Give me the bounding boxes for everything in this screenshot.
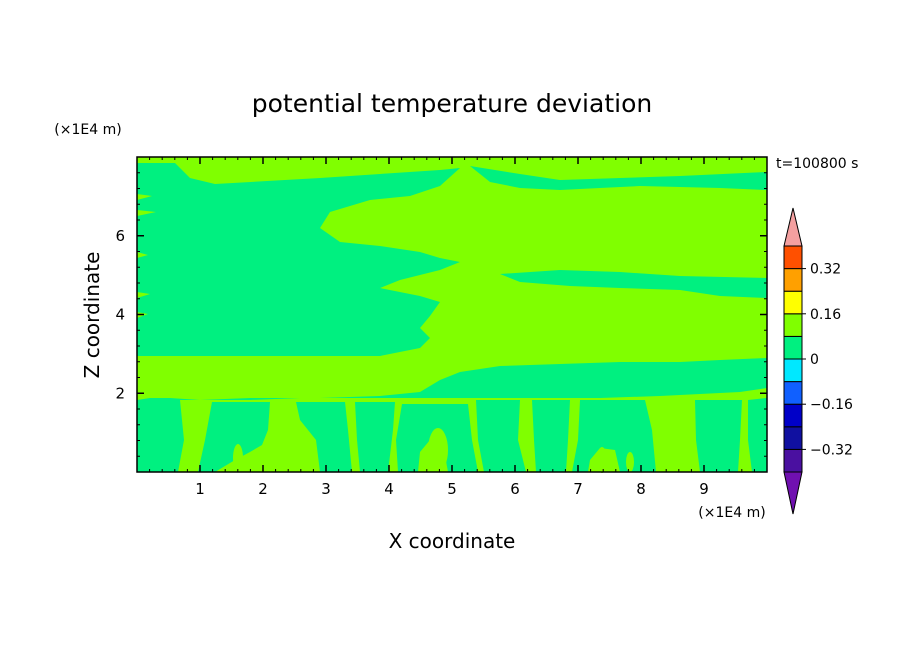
x-tick-label: 3 (321, 480, 331, 498)
colorbar-segment (783, 426, 803, 450)
right-mid-negative-field (500, 270, 767, 298)
upper-negative-field (137, 163, 460, 356)
colorbar-tick-label: −0.16 (810, 397, 853, 413)
colorbar-segment (783, 381, 803, 405)
x-axis-label: X coordinate (389, 529, 516, 553)
x-tick-label: 6 (510, 480, 520, 498)
y-tick-label: 4 (115, 306, 125, 324)
colorbar-over-triangle (783, 207, 803, 247)
x-axis-ticks: 1 2 3 4 5 6 7 8 9 (136, 157, 768, 498)
chart-title: potential temperature deviation (252, 89, 652, 118)
x-tick-label: 9 (699, 480, 709, 498)
y-axis-ticks: 2 4 6 (115, 156, 767, 473)
colorbar-segment (783, 448, 803, 473)
x-tick-label: 4 (384, 480, 394, 498)
y-unit-label: (×1E4 m) (54, 122, 121, 138)
x-tick-label: 8 (636, 480, 646, 498)
colorbar-segment (783, 335, 803, 360)
time-label: t=100800 s (776, 156, 858, 172)
colorbar: −0.32 −0.16 0 0.16 0.32 (783, 207, 853, 515)
x-tick-label: 7 (573, 480, 583, 498)
x-tick-label: 5 (447, 480, 457, 498)
colorbar-segment (783, 403, 803, 428)
low-band-negative-field (137, 358, 767, 400)
colorbar-under-triangle (783, 471, 803, 515)
plot-area (136, 156, 768, 473)
bottom-negative-columns (137, 398, 767, 472)
y-axis-label: Z coordinate (80, 252, 104, 379)
colorbar-segment (783, 290, 803, 315)
colorbar-segment (783, 268, 803, 292)
positive-islands (233, 428, 680, 473)
x-unit-label: (×1E4 m) (698, 505, 765, 521)
colorbar-tick-label: 0 (810, 352, 819, 368)
x-tick-label: 2 (258, 480, 268, 498)
colorbar-segment (783, 245, 803, 270)
colorbar-tick-label: 0.16 (810, 307, 841, 323)
x-tick-label: 1 (195, 480, 205, 498)
y-tick-label: 6 (115, 227, 125, 245)
colorbar-tick-label: −0.32 (810, 442, 853, 458)
colorbar-tick-label: 0.32 (810, 262, 841, 278)
colorbar-segment (783, 358, 803, 383)
colorbar-segment (783, 313, 803, 337)
right-upper-negative-field (470, 166, 767, 190)
y-tick-label: 2 (115, 384, 125, 402)
